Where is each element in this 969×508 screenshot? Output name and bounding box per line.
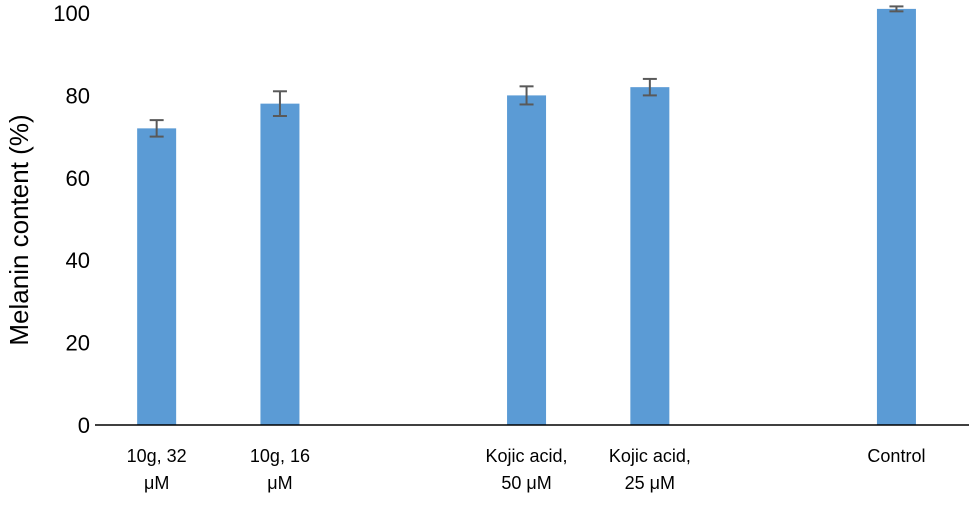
error-bars xyxy=(149,5,904,138)
x-tick-label: μM xyxy=(267,473,292,493)
bar xyxy=(137,128,177,426)
y-tick-label: 20 xyxy=(66,331,90,356)
x-tick-label: Kojic acid, xyxy=(486,446,568,466)
x-tick-label: 50 μM xyxy=(501,473,551,493)
y-tick-label: 0 xyxy=(78,413,90,438)
error-bar xyxy=(519,85,534,106)
bar xyxy=(630,87,670,425)
x-tick-label: μM xyxy=(144,473,169,493)
x-tick-label: Control xyxy=(867,446,925,466)
bar xyxy=(260,103,300,425)
y-axis-title: Melanin content (%) xyxy=(4,114,34,345)
y-tick-label: 100 xyxy=(53,1,90,26)
y-tick-label: 60 xyxy=(66,166,90,191)
error-bar xyxy=(889,5,904,13)
x-tick-label: 10g, 32 xyxy=(127,446,187,466)
bar xyxy=(876,8,916,425)
x-tick-label: 10g, 16 xyxy=(250,446,310,466)
error-bar xyxy=(642,77,657,97)
x-tick-label: Kojic acid, xyxy=(609,446,691,466)
error-bar xyxy=(149,119,164,138)
bar xyxy=(507,95,547,426)
bars xyxy=(137,8,916,426)
y-tick-label: 40 xyxy=(66,248,90,273)
y-axis-title-group: Melanin content (%) xyxy=(4,114,34,345)
error-bar xyxy=(272,90,287,117)
x-axis-ticks: 10g, 32 μM 10g, 16 μM Kojic acid, 50 μM Kojic … xyxy=(127,446,926,493)
x-tick-label: 25 μM xyxy=(625,473,675,493)
y-axis-ticks: 0 20 40 60 80 100 xyxy=(53,1,90,438)
y-tick-label: 80 xyxy=(66,83,90,108)
